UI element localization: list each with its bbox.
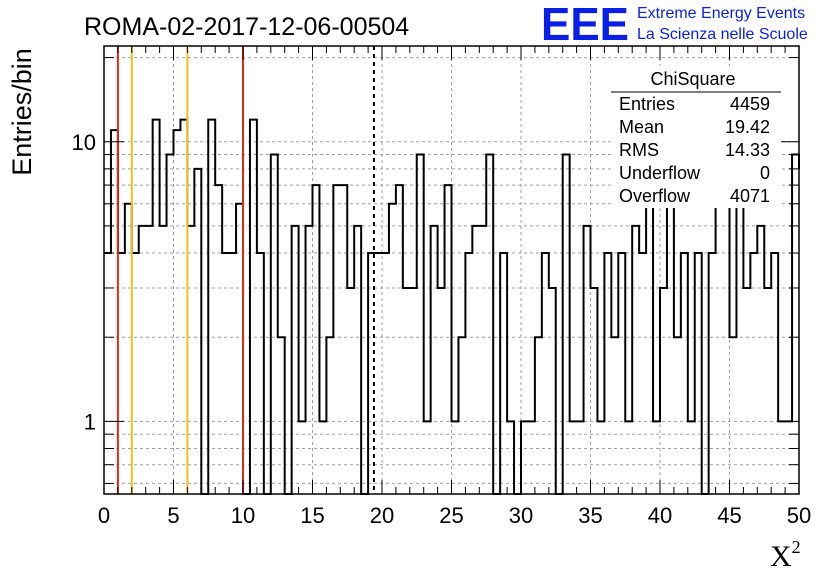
x-tick-label: 35 (578, 503, 602, 528)
stats-value: 0 (760, 163, 770, 183)
x-tick-label: 40 (648, 503, 672, 528)
stats-label: Mean (619, 117, 664, 137)
x-axis-label-superscript: 2 (792, 537, 801, 557)
chart-title: ROMA-02-2017-12-06-00504 (84, 13, 409, 41)
x-tick-label: 45 (717, 503, 741, 528)
y-tick-label: 10 (72, 130, 96, 155)
stats-label: Overflow (619, 186, 691, 206)
stats-label: Underflow (619, 163, 701, 183)
x-tick-label: 20 (370, 503, 394, 528)
reference-lines (116, 46, 375, 494)
x-tick-label: 10 (231, 503, 255, 528)
eee-logo: EEE Extreme Energy Events La Scienza nel… (541, 0, 808, 50)
logo-mark: EEE (541, 0, 629, 50)
stats-label: RMS (619, 140, 659, 160)
x-axis-ticks: 0 5 10 15 20 25 30 35 40 45 50 (98, 46, 811, 528)
stats-label: Entries (619, 94, 675, 114)
histogram-outline (104, 118, 800, 495)
histogram-series (104, 118, 800, 495)
x-tick-label: 5 (167, 503, 179, 528)
y-tick-label: 1 (84, 409, 96, 434)
stats-value: 4459 (730, 94, 770, 114)
stats-title: ChiSquare (650, 69, 735, 89)
y-axis-ticks: 1 10 (72, 57, 799, 484)
x-tick-label: 25 (439, 503, 463, 528)
logo-line1: Extreme Energy Events (637, 5, 805, 22)
stats-rows: Entries 4459 Mean 19.42 RMS 14.33 Underflow 0 Ov… (619, 94, 770, 206)
logo-line2: La Scienza nelle Scuole (637, 26, 808, 43)
stats-box: ChiSquare Entries 4459 Mean 19.42 RMS 14.33 Un… (611, 66, 781, 208)
x-tick-label: 0 (98, 503, 110, 528)
x-tick-label: 50 (787, 503, 811, 528)
stats-box-background (611, 66, 781, 208)
y-axis-label: Entries/bin (7, 48, 37, 176)
x-axis-label-main: Χ (770, 540, 792, 572)
x-tick-label: 30 (509, 503, 533, 528)
stats-value: 14.33 (725, 140, 770, 160)
stats-value: 4071 (730, 186, 770, 206)
x-axis-label: Χ2 (770, 537, 801, 572)
x-tick-label: 15 (300, 503, 324, 528)
stats-value: 19.42 (725, 117, 770, 137)
